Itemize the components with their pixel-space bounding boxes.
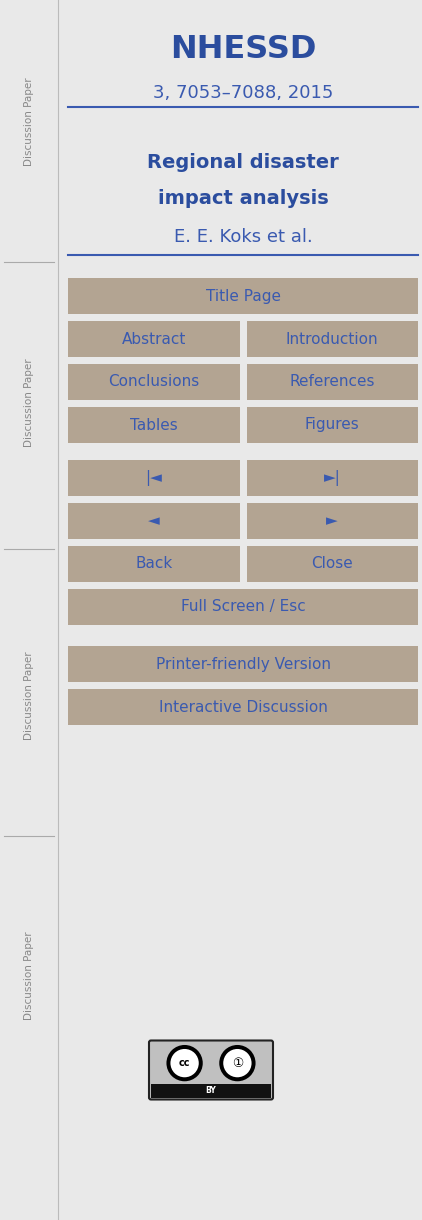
- Text: NHESSD: NHESSD: [170, 34, 316, 66]
- Bar: [246, 547, 418, 582]
- Bar: [68, 278, 418, 314]
- Text: Discussion Paper: Discussion Paper: [24, 359, 34, 447]
- Text: ►: ►: [326, 514, 338, 528]
- Text: Regional disaster: Regional disaster: [147, 154, 339, 172]
- Text: References: References: [289, 375, 375, 389]
- Text: Title Page: Title Page: [206, 288, 281, 304]
- Text: Discussion Paper: Discussion Paper: [24, 78, 34, 166]
- Bar: [151, 1083, 271, 1098]
- Bar: [246, 503, 418, 539]
- Text: BY: BY: [206, 1086, 216, 1096]
- Bar: [68, 460, 240, 497]
- Text: 3, 7053–7088, 2015: 3, 7053–7088, 2015: [153, 84, 333, 102]
- Text: Abstract: Abstract: [122, 332, 186, 346]
- Text: Interactive Discussion: Interactive Discussion: [159, 699, 327, 715]
- Circle shape: [166, 1046, 203, 1081]
- Text: Discussion Paper: Discussion Paper: [24, 651, 34, 739]
- Text: Figures: Figures: [305, 417, 360, 433]
- Bar: [68, 407, 240, 443]
- Text: impact analysis: impact analysis: [158, 189, 328, 207]
- Text: Close: Close: [311, 556, 353, 571]
- Text: ◄: ◄: [148, 514, 160, 528]
- Text: Full Screen / Esc: Full Screen / Esc: [181, 599, 306, 615]
- Bar: [68, 321, 240, 357]
- Circle shape: [223, 1049, 252, 1077]
- Text: ①: ①: [232, 1057, 243, 1070]
- Text: cc: cc: [179, 1058, 190, 1069]
- Bar: [246, 407, 418, 443]
- Text: Printer-friendly Version: Printer-friendly Version: [155, 656, 330, 671]
- Bar: [246, 364, 418, 400]
- Bar: [246, 321, 418, 357]
- Text: Discussion Paper: Discussion Paper: [24, 932, 34, 1020]
- Text: Back: Back: [135, 556, 172, 571]
- FancyBboxPatch shape: [149, 1041, 273, 1099]
- Text: Conclusions: Conclusions: [108, 375, 199, 389]
- Text: Tables: Tables: [130, 417, 178, 433]
- Bar: [246, 460, 418, 497]
- Circle shape: [170, 1049, 199, 1077]
- Circle shape: [219, 1046, 256, 1081]
- Bar: [68, 547, 240, 582]
- Bar: [68, 689, 418, 725]
- Text: ►|: ►|: [324, 470, 341, 486]
- Text: |◄: |◄: [145, 470, 162, 486]
- Bar: [68, 647, 418, 682]
- Bar: [68, 589, 418, 625]
- Text: Introduction: Introduction: [286, 332, 379, 346]
- Text: E. E. Koks et al.: E. E. Koks et al.: [173, 228, 312, 246]
- Bar: [68, 364, 240, 400]
- Bar: [68, 503, 240, 539]
